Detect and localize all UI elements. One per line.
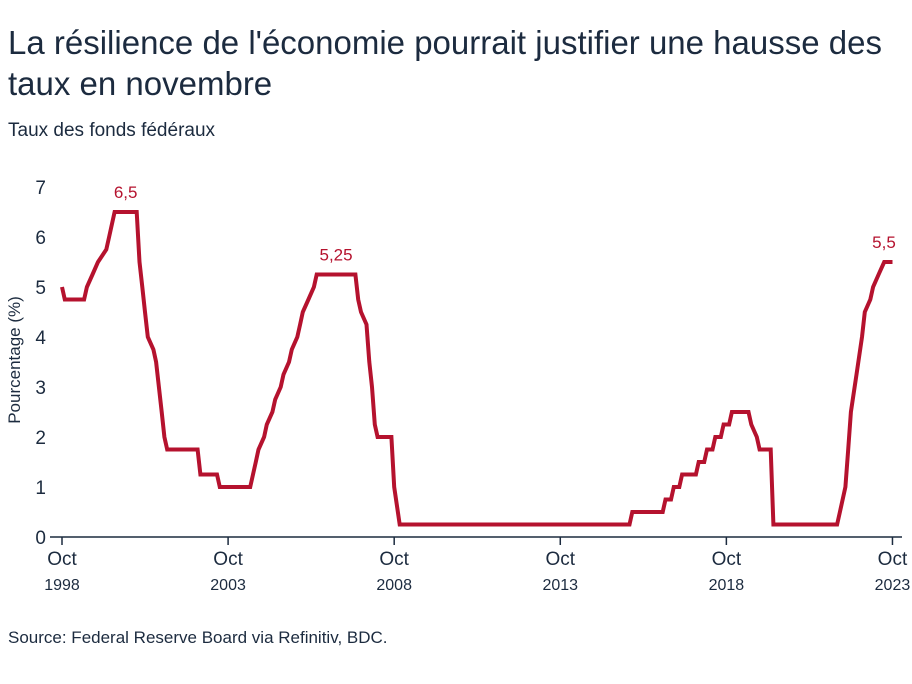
x-tick-label-month: Oct	[213, 549, 243, 570]
x-tick-label-year: 2013	[542, 577, 578, 594]
x-tick-label-year: 2018	[709, 577, 745, 594]
data-label: 6,5	[114, 183, 138, 202]
data-label: 5,5	[872, 233, 896, 252]
x-tick-label-year: 2023	[875, 577, 911, 594]
y-axis-label: Pourcentage (%)	[5, 296, 24, 424]
y-tick-label: 0	[35, 528, 46, 549]
y-axis-ticks: 0 1 2 3 4 5 6 7	[35, 178, 46, 549]
data-annotations: 6,5 5,25 5,5	[114, 183, 896, 265]
x-axis-ticks: Oct 1998 Oct 2003 Oct 2008 Oct 2013 Oct 2018 Oct 20…	[44, 537, 910, 594]
x-tick-label-year: 2003	[210, 577, 246, 594]
y-tick-label: 5	[35, 278, 46, 299]
y-tick-label: 1	[35, 478, 46, 499]
x-tick-label-month: Oct	[545, 549, 575, 570]
x-tick-label-year: 1998	[44, 577, 80, 594]
x-tick-label-month: Oct	[47, 549, 77, 570]
data-label: 5,25	[320, 246, 353, 265]
source-note: Source: Federal Reserve Board via Refini…	[8, 628, 388, 647]
y-tick-label: 4	[35, 328, 46, 349]
chart-subtitle: Taux des fonds fédéraux	[8, 120, 216, 141]
y-tick-label: 3	[35, 378, 46, 399]
y-tick-label: 2	[35, 428, 46, 449]
x-tick-label-month: Oct	[712, 549, 742, 570]
chart-title: La résilience de l'économie pourrait jus…	[8, 24, 882, 102]
x-tick-label-year: 2008	[376, 577, 412, 594]
series-line-fed-funds-rate	[60, 210, 893, 527]
y-tick-label: 7	[35, 178, 46, 199]
y-tick-label: 6	[35, 228, 46, 249]
x-tick-label-month: Oct	[878, 549, 908, 570]
x-tick-label-month: Oct	[379, 549, 409, 570]
